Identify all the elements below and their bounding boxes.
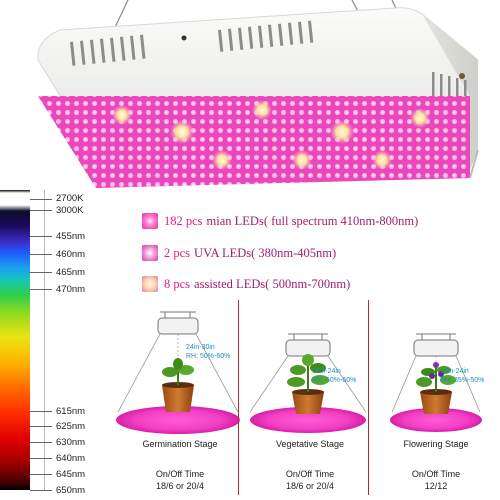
legend-uva-leds: 2 pcs UVA LEDs( 380nm-405nm)	[142, 243, 336, 263]
spectrum-label-460nm: 460nm	[56, 249, 86, 260]
germination-stage-scene	[116, 311, 240, 434]
lamp-icon	[413, 339, 459, 357]
legend-assisted-leds: 8 pcs assisted LEDs( 500nm-700nm)	[142, 274, 350, 294]
distance-text: 24in-30in	[186, 344, 215, 351]
main-led-swatch-icon	[142, 213, 158, 229]
humidity-text: RH: 50%-60%	[312, 377, 357, 384]
spectrum-tick	[30, 254, 52, 255]
germination-time-value: 18/6 or 20/4	[155, 481, 205, 491]
humidity-text: RH: 50%-60%	[186, 353, 231, 360]
spectrum-label-3000k: 3000K	[56, 205, 84, 216]
uva-led-swatch-icon	[142, 245, 158, 261]
spectrum-label-615nm: 615nm	[56, 406, 86, 417]
spectrum-label-455nm: 455nm	[56, 231, 86, 242]
spectrum-tick	[30, 474, 52, 475]
legend-main-leds: 182 pcs mian LEDs( full spectrum 410nm-8…	[142, 211, 418, 231]
lamp-icon	[285, 339, 331, 357]
spectrum-tick	[30, 411, 52, 412]
legend-text: mian LEDs( full spectrum 410nm-800nm)	[206, 213, 419, 228]
spectrum-tick	[30, 426, 52, 427]
spectrum-label-2700k: 2700K	[56, 193, 84, 204]
spectrum-tick	[30, 236, 52, 237]
spectrum-scale-frame	[30, 190, 45, 490]
spectrum-label-630nm: 630nm	[56, 437, 86, 448]
leaf-icon	[416, 377, 432, 387]
spectrum-label-470nm: 470nm	[56, 284, 86, 295]
flowering-stage-title: Flowering Stage	[403, 439, 469, 449]
stage-divider	[238, 300, 239, 495]
vent-slots	[70, 20, 314, 66]
spectrum-label-465nm: 465nm	[56, 267, 86, 278]
leaf-icon	[162, 367, 178, 377]
distance-text: 12in-24in	[440, 368, 469, 375]
stage-divider	[368, 300, 369, 495]
humidity-text: RH: 35%-50%	[440, 377, 485, 384]
led-grow-light-lamp	[37, 7, 479, 188]
spectrum-tick	[30, 210, 52, 211]
plant-pot-icon	[420, 392, 452, 414]
spectrum-label-650nm: 650nm	[56, 485, 86, 496]
flower-bud-icon	[429, 373, 435, 379]
spectrum-label-645nm: 645nm	[56, 469, 86, 480]
light-footprint	[390, 408, 482, 432]
flowering-distance: 12in-24in RH: 35%-50%	[440, 367, 484, 385]
spectrum-tick	[30, 442, 52, 443]
leaf-icon	[287, 377, 305, 387]
vegetative-time-value: 18/6 or 20/4	[285, 481, 335, 491]
plant-pot-icon	[292, 392, 324, 414]
assisted-led-swatch-icon	[142, 276, 158, 292]
led-panel	[38, 96, 470, 188]
legend-count: 182 pcs	[164, 213, 203, 228]
vegetative-distance: 18in-24in RH: 50%-60%	[312, 367, 356, 385]
lamp-housing-side	[422, 14, 478, 170]
spectrum-tick	[30, 458, 52, 459]
germination-time-title: On/Off Time	[155, 469, 205, 479]
spectrum-tick	[30, 272, 52, 273]
flowering-stage-scene	[390, 333, 482, 432]
spectrum-tick	[30, 289, 52, 290]
legend-text: UVA LEDs( 380nm-405nm)	[194, 245, 337, 260]
legend-count: 2 pcs	[164, 245, 191, 260]
vegetative-time-title: On/Off Time	[285, 469, 335, 479]
light-footprint	[116, 406, 240, 434]
plant-pot-icon	[162, 385, 194, 412]
lamp-icon	[157, 317, 199, 335]
vegetative-stage-title: Vegetative Stage	[275, 439, 345, 449]
assisted-led-glows	[112, 100, 430, 170]
light-footprint	[250, 407, 366, 433]
spectrum-tick	[30, 199, 52, 200]
hanger-screw	[459, 73, 465, 79]
germination-stage-title: Germination Stage	[142, 439, 218, 449]
light-spectrum-scale	[0, 190, 30, 490]
distance-text: 18in-24in	[312, 368, 341, 375]
spectrum-tick	[30, 490, 52, 491]
vegetative-stage-scene	[249, 333, 367, 433]
spectrum-label-640nm: 640nm	[56, 453, 86, 464]
indicator-dot	[181, 35, 187, 41]
flowering-time-value: 12/12	[424, 481, 448, 491]
legend-count: 8 pcs	[164, 276, 191, 291]
flowering-time-title: On/Off Time	[411, 469, 461, 479]
legend-text: assisted LEDs( 500nm-700nm)	[194, 276, 351, 291]
germination-distance: 24in-30in RH: 50%-60%	[186, 343, 230, 361]
spectrum-label-625nm: 625nm	[56, 421, 86, 432]
